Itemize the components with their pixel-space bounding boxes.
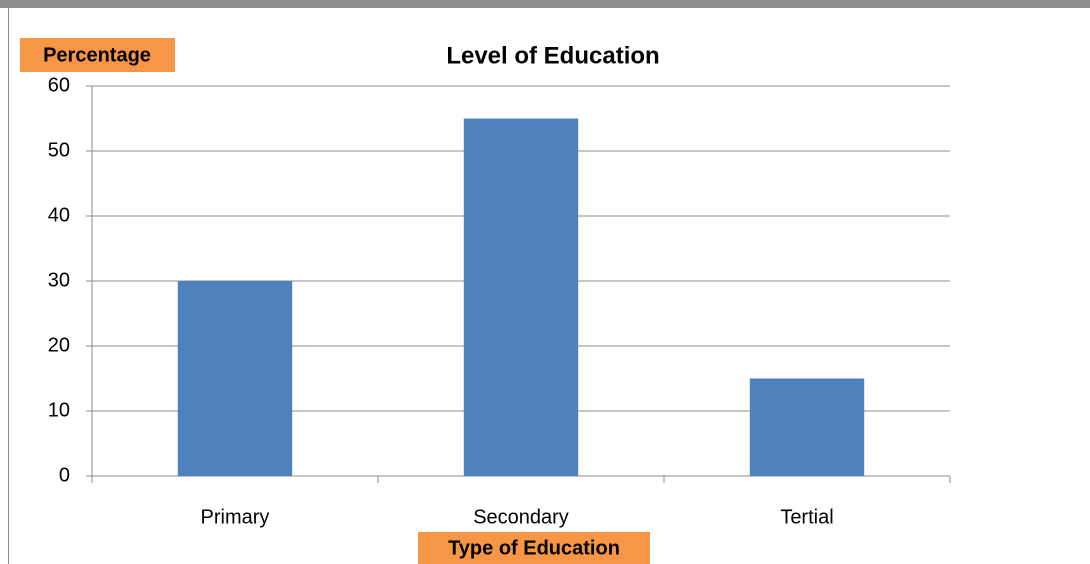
bar (749, 378, 865, 476)
y-tick-label: 30 (48, 269, 70, 291)
y-tick-label: 40 (48, 204, 70, 226)
y-tick-label: 10 (48, 399, 70, 421)
x-tick-label: Tertial (780, 506, 833, 528)
bar (177, 281, 293, 476)
frame-top (0, 0, 1090, 8)
y-tick-label: 0 (59, 464, 70, 486)
y-label-box (20, 38, 175, 72)
y-axis-label: Percentage (43, 44, 151, 66)
x-tick-label: Primary (201, 506, 270, 528)
x-label-box (418, 532, 650, 564)
y-tick-label: 50 (48, 139, 70, 161)
chart-title: Level of Education (446, 42, 659, 69)
y-tick-label: 60 (48, 74, 70, 96)
y-tick-label: 20 (48, 334, 70, 356)
x-tick-label: Secondary (473, 506, 569, 528)
bar (463, 118, 579, 476)
x-axis-label: Type of Education (448, 537, 620, 559)
